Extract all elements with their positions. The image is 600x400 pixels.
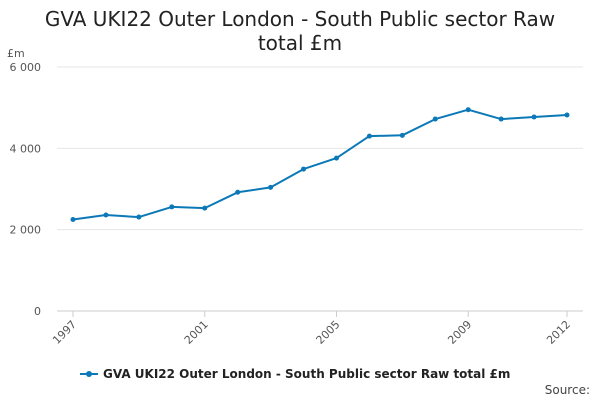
series-layer	[72, 108, 568, 221]
y-tick-labels: 0 2 000 4 000 6 000	[10, 61, 42, 318]
data-point[interactable]	[366, 133, 372, 139]
source-label: Source:	[544, 383, 590, 397]
x-tick-label: 2001	[182, 318, 211, 347]
x-tick-label: 1997	[50, 318, 79, 347]
data-point[interactable]	[564, 112, 570, 118]
data-point[interactable]	[531, 114, 537, 120]
data-point[interactable]	[70, 217, 76, 222]
data-point[interactable]	[136, 214, 142, 220]
x-tick-labels: 1997 2001 2005 2009 2012	[50, 311, 573, 347]
data-point[interactable]	[333, 155, 339, 161]
y-axis-label: £m	[7, 47, 25, 60]
y-tick-label: 6 000	[10, 61, 42, 74]
data-point[interactable]	[399, 132, 405, 138]
data-point[interactable]	[103, 212, 109, 218]
data-point[interactable]	[301, 166, 307, 172]
data-point[interactable]	[268, 184, 274, 190]
x-tick-label: 2005	[314, 318, 343, 347]
data-point[interactable]	[465, 107, 471, 113]
chart-title: GVA UKI22 Outer London - South Public se…	[44, 7, 556, 55]
legend-line-marker-icon	[80, 366, 98, 382]
y-tick-label: 0	[34, 305, 41, 318]
data-point[interactable]	[169, 204, 175, 210]
y-tick-label: 2 000	[10, 224, 42, 237]
data-point[interactable]	[432, 116, 438, 122]
legend-label: GVA UKI22 Outer London - South Public se…	[103, 367, 511, 381]
data-point[interactable]	[235, 189, 241, 195]
gridlines	[57, 66, 583, 312]
legend[interactable]: GVA UKI22 Outer London - South Public se…	[80, 366, 510, 382]
series-line	[72, 108, 568, 221]
data-point[interactable]	[202, 205, 208, 211]
x-tick-label: 2012	[544, 318, 573, 347]
y-tick-label: 4 000	[10, 142, 42, 155]
point-layer	[70, 107, 570, 222]
x-tick-label: 2009	[445, 318, 474, 347]
data-point[interactable]	[498, 116, 504, 122]
